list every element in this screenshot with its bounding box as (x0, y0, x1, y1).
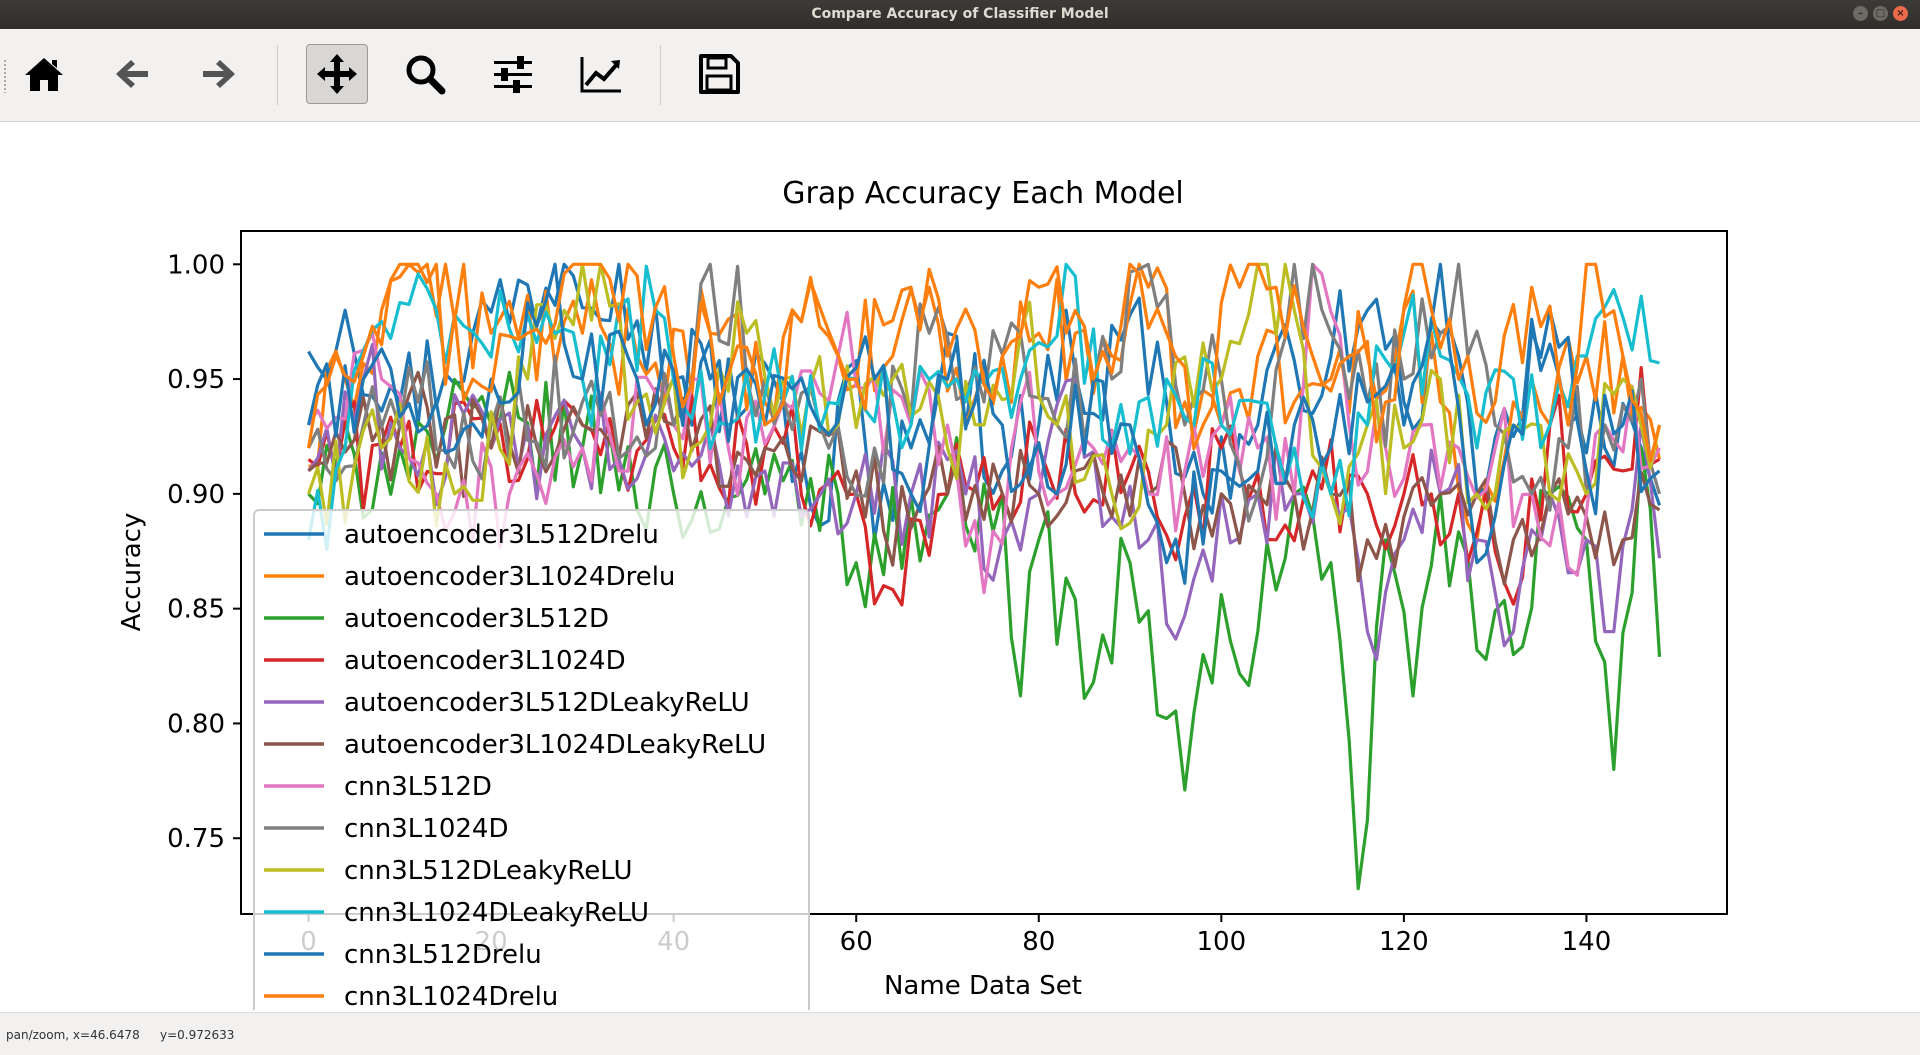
series-line-cnn3L512D (307, 262, 1661, 595)
legend-label: autoencoder3L1024Drelu (344, 562, 675, 592)
figure-canvas[interactable]: Grap Accuracy Each Model 020406080100120… (0, 122, 1920, 1031)
x-axis-label: Name Data Set (884, 971, 1082, 1001)
window-titlebar: Compare Accuracy of Classifier Model – □… (0, 0, 1920, 29)
series-line-autoencoder3L1024Drelu (308, 262, 1662, 542)
y-tick-label: 1.00 (167, 250, 225, 280)
y-tick-label: 0.85 (167, 595, 225, 625)
x-tick-label: 140 (1562, 927, 1612, 957)
legend-label: autoencoder3L512DLeakyReLU (344, 688, 750, 718)
minimize-button[interactable]: – (1853, 6, 1868, 21)
status-mode-text: pan/zoom, x=46.6478 (6, 1028, 140, 1042)
toolbar-grip-handle[interactable] (3, 59, 7, 93)
sliders-icon (494, 56, 532, 93)
y-tick-label: 0.80 (167, 709, 225, 739)
window-controls: – □ × (1853, 6, 1908, 21)
y-tick-label: 0.95 (167, 365, 225, 395)
magnifier-icon (406, 55, 446, 95)
chart-title: Grap Accuracy Each Model (782, 176, 1184, 211)
arrow-left-icon (116, 60, 148, 88)
move-icon (317, 54, 357, 94)
y-axis-label: Accuracy (117, 513, 147, 632)
home-button[interactable] (13, 44, 75, 104)
pan-button[interactable] (306, 44, 368, 104)
legend-label: cnn3L512DLeakyReLU (344, 856, 633, 886)
legend-label: autoencoder3L1024DLeakyReLU (344, 730, 766, 760)
zoom-button[interactable] (394, 44, 456, 104)
legend-label: autoencoder3L512Drelu (344, 520, 659, 550)
series-line-autoencoder3L1024D (307, 366, 1661, 607)
series-line-cnn3L1024D (307, 262, 1662, 523)
x-tick-label: 120 (1379, 927, 1429, 957)
legend-label: cnn3L1024D (344, 814, 508, 844)
legend-label: cnn3L512D (344, 772, 492, 802)
series-line-autoencoder3L1024DLeakyReLU (307, 370, 1661, 586)
navigation-toolbar (0, 29, 1920, 122)
series-line-cnn3L1024Drelu (306, 262, 1662, 463)
y-tick-label: 0.75 (167, 824, 225, 854)
series-line-cnn3L512Drelu (306, 262, 1661, 585)
legend-label: cnn3L1024Drelu (344, 982, 558, 1010)
status-y-coordinate: y=0.972633 (160, 1028, 235, 1042)
y-tick-label: 0.90 (167, 480, 225, 510)
accuracy-line-chart[interactable]: Grap Accuracy Each Model 020406080100120… (0, 122, 1920, 1031)
configure-subplots-button[interactable] (482, 44, 544, 104)
home-icon (25, 58, 63, 91)
x-tick-label: 80 (1022, 927, 1055, 957)
arrow-right-icon (203, 60, 235, 88)
floppy-disk-icon (699, 54, 740, 94)
toolbar-separator (277, 45, 278, 105)
toolbar-separator (660, 45, 661, 105)
x-tick-label: 100 (1197, 927, 1247, 957)
edit-axes-button[interactable] (570, 44, 632, 104)
maximize-button[interactable]: □ (1873, 6, 1888, 21)
series-layer (306, 262, 1662, 891)
legend: autoencoder3L512Drelu autoencoder3L1024Dr… (253, 509, 810, 1031)
status-bar: pan/zoom, x=46.6478 y=0.972633 (0, 1012, 1920, 1055)
window-title: Compare Accuracy of Classifier Model (811, 6, 1109, 22)
back-button[interactable] (101, 44, 163, 104)
series-line-autoencoder3L512DLeakyReLU (307, 343, 1662, 662)
x-tick-label: 60 (840, 927, 873, 957)
save-button[interactable] (688, 44, 750, 104)
legend-label: autoencoder3L512D (344, 604, 609, 634)
axes-frame (240, 230, 1728, 915)
close-button[interactable]: × (1893, 6, 1908, 21)
forward-button[interactable] (188, 44, 250, 104)
legend-label: cnn3L1024DLeakyReLU (344, 898, 649, 928)
legend-label: autoencoder3L1024D (344, 646, 626, 676)
legend-label: cnn3L512Drelu (344, 940, 542, 970)
line-chart-icon (580, 57, 621, 93)
